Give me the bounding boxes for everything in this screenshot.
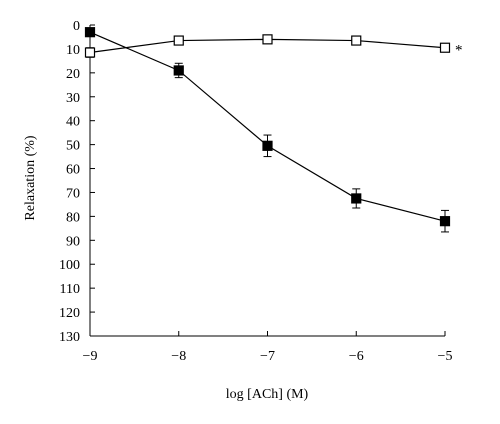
x-ticks: −9 −8 −7 −6 −5 — [83, 331, 453, 364]
open-square-marker — [84, 47, 96, 58]
annotations: * — [455, 43, 463, 59]
y-tick-label: 120 — [59, 306, 80, 321]
x-tick-label: −6 — [349, 349, 364, 364]
y-tick-label: 100 — [59, 258, 80, 273]
filled-square-marker — [84, 27, 96, 38]
significance-marker: * — [455, 43, 463, 59]
y-tick-label: 130 — [59, 330, 80, 345]
y-tick-label: 0 — [73, 19, 80, 34]
filled-square-marker — [439, 216, 451, 227]
y-tick-label: 40 — [66, 115, 80, 130]
x-tick-label: −8 — [171, 349, 186, 364]
series-line — [89, 31, 446, 222]
y-tick-label: 20 — [66, 67, 80, 82]
x-tick-label: −7 — [260, 349, 275, 364]
y-tick-label: 90 — [66, 234, 80, 249]
y-tick-label: 60 — [66, 163, 80, 178]
y-tick-label: 80 — [66, 210, 80, 225]
series — [84, 27, 451, 233]
y-tick-label: 10 — [66, 43, 80, 58]
y-tick-label: 50 — [66, 139, 80, 154]
series-2 — [84, 27, 451, 233]
series-1 — [84, 34, 451, 58]
x-tick-label: −9 — [83, 349, 98, 364]
axes — [89, 25, 445, 337]
open-square-marker — [351, 35, 362, 46]
filled-square-marker — [173, 65, 184, 76]
filled-square-marker — [262, 140, 273, 151]
filled-square-marker — [351, 193, 362, 204]
open-square-marker — [173, 35, 184, 46]
open-square-marker — [439, 42, 451, 53]
y-axis-title: Relaxation (%) — [23, 135, 38, 220]
open-square-marker — [262, 34, 273, 45]
y-ticks: 0 10 20 30 40 50 60 70 80 90 100 110 120 130 — [59, 19, 95, 345]
y-tick-label: 30 — [66, 91, 80, 106]
x-tick-label: −5 — [438, 349, 453, 364]
y-tick-label: 70 — [66, 186, 80, 201]
x-axis-title: log [ACh] (M) — [226, 387, 309, 402]
y-tick-label: 110 — [60, 282, 80, 297]
